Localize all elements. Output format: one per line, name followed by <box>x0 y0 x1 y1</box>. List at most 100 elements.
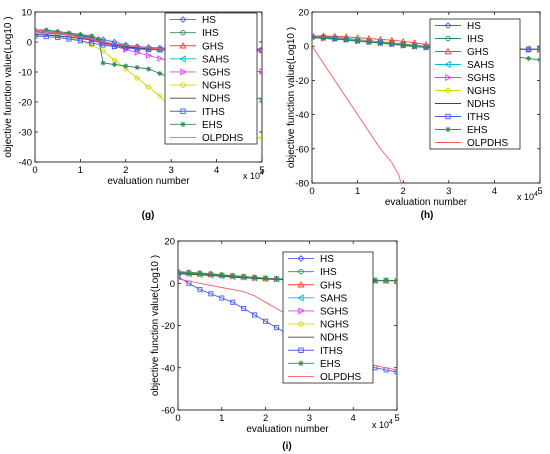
legend-marker <box>445 126 451 133</box>
legend-marker <box>180 29 186 36</box>
y-axis-label: objective function value(Log10 ) <box>3 16 14 157</box>
data-point-nghs <box>134 75 140 81</box>
data-point-ehs <box>400 42 406 49</box>
legend-label: NDHS <box>320 333 349 344</box>
y-tick-label: -20 <box>161 321 175 332</box>
legend-label: SAHS <box>320 293 348 304</box>
data-point-ehs <box>89 33 95 39</box>
data-point-nghs <box>145 84 152 90</box>
y-tick-label: -40 <box>18 158 32 169</box>
legend-marker <box>298 347 304 353</box>
y-tick-label: -40 <box>295 110 309 121</box>
data-point-ehs <box>145 66 152 72</box>
legend-marker <box>298 360 304 367</box>
x-tick-label: 4 <box>214 165 219 176</box>
data-point-nghs <box>157 93 163 99</box>
data-point-nghs <box>35 30 38 36</box>
data-point-ehs <box>219 272 225 278</box>
legend-label: SAHS <box>467 60 495 71</box>
data-point-iths <box>241 306 247 312</box>
legend-label: OLPDHS <box>467 138 508 149</box>
data-point-iths <box>66 36 72 42</box>
data-point-ehs <box>383 277 389 284</box>
x-tick-label: 2 <box>263 413 268 424</box>
legend-label: ITHS <box>320 346 343 357</box>
legend-marker <box>297 281 305 288</box>
data-point-ghs <box>312 32 316 39</box>
legend-marker <box>180 82 186 88</box>
legend-marker <box>179 55 186 63</box>
y-tick-label: -40 <box>161 363 175 374</box>
x-axis-label: evaluation number <box>246 424 329 435</box>
legend-label: ITHS <box>202 107 225 118</box>
data-point-ehs <box>111 61 118 68</box>
data-point-ehs <box>394 277 397 284</box>
x-tick-label: 3 <box>307 413 312 424</box>
x-tick-label: 4 <box>351 413 356 424</box>
legend-label: SAHS <box>202 54 230 65</box>
x-tick-label: 1 <box>355 186 360 197</box>
x-axis-label: evaluation number <box>385 197 468 208</box>
data-point-iths <box>219 295 225 301</box>
data-point-ehs <box>526 55 532 62</box>
legend: HS IHS GHS SAHS SGHS NGHS NDHS ITHS EHS OLPDHS <box>429 18 521 150</box>
data-point-ehs <box>273 276 280 282</box>
data-point-iths <box>274 325 280 331</box>
legend-marker <box>179 42 187 49</box>
legend-marker <box>180 108 186 114</box>
x-axis-multiplier-base: x 10 <box>372 420 389 430</box>
x-tick-label: 4 <box>492 186 497 197</box>
data-point-iths <box>55 34 61 41</box>
y-tick-label: 20 <box>164 237 175 248</box>
data-point-ehs <box>66 30 72 36</box>
legend-marker <box>297 294 304 302</box>
y-tick-label: -30 <box>18 128 32 139</box>
legend: HS IHS GHS SAHS SGHS NGHS NDHS ITHS EHS OLPDHS <box>282 251 374 384</box>
legend-label: GHS <box>202 41 224 52</box>
panel-label: (h) <box>421 210 434 221</box>
data-point-iths <box>263 318 269 324</box>
y-axis-label: objective function value(Log10 ) <box>286 27 297 168</box>
y-tick-label: 0 <box>304 42 309 53</box>
legend-marker <box>298 268 304 275</box>
legend-marker <box>445 87 451 94</box>
legend-label: NDHS <box>202 94 231 105</box>
panel-label: (i) <box>282 441 291 452</box>
x-axis-multiplier-exponent: 4 <box>260 170 264 177</box>
data-point-ehs <box>43 27 49 33</box>
legend-marker <box>445 73 452 82</box>
data-point-sghs <box>145 52 153 59</box>
legend-label: NGHS <box>320 320 349 331</box>
x-tick-label: 5 <box>537 186 542 197</box>
data-point-iths <box>208 291 214 297</box>
data-point-iths <box>43 34 49 40</box>
data-point-ehs <box>230 273 236 279</box>
legend-label: SGHS <box>320 306 349 317</box>
y-tick-label: -80 <box>295 179 309 190</box>
data-point-iths <box>77 38 83 44</box>
legend-box <box>164 12 258 145</box>
y-tick-label: -10 <box>18 68 32 79</box>
y-tick-label: -20 <box>295 76 309 87</box>
data-point-iths <box>197 287 203 293</box>
x-tick-label: 2 <box>401 186 406 197</box>
x-axis-label: evaluation number <box>107 176 190 187</box>
series-line-olpdhs <box>312 45 402 183</box>
legend-label: EHS <box>202 120 223 131</box>
y-tick-label: 0 <box>27 38 32 49</box>
data-point-iths <box>252 312 258 318</box>
x-tick-label: 0 <box>32 165 37 176</box>
data-point-sghs <box>259 68 262 75</box>
y-tick-label: -20 <box>18 98 32 109</box>
legend-marker <box>445 35 451 42</box>
legend-label: GHS <box>320 280 342 291</box>
y-axis-label: objective function value(Log10 ) <box>150 255 161 396</box>
data-point-ehs <box>320 35 326 41</box>
legend-label: HS <box>467 21 481 32</box>
data-point-ehs <box>208 271 214 277</box>
y-tick-label: -60 <box>161 406 175 417</box>
data-point-ehs <box>123 63 129 69</box>
legend-label: OLPDHS <box>320 372 361 383</box>
legend-marker <box>444 47 452 55</box>
